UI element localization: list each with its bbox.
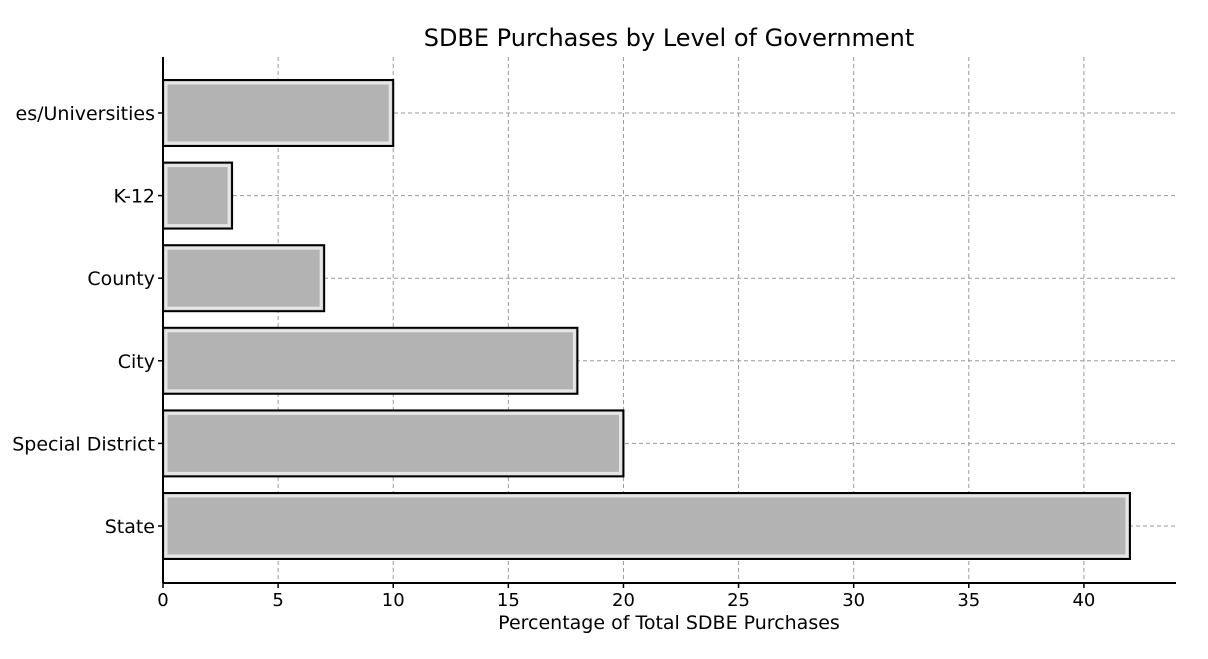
y-tick-label: es/Universities [16,103,155,125]
bar [162,326,579,395]
bar-inner-highlight [164,81,392,145]
x-tick-label: 35 [957,590,980,611]
bar [162,492,1131,560]
bars [162,79,1131,560]
bar [162,161,234,230]
y-tick-label: Special District [12,433,155,455]
bar-fill [163,80,394,146]
bar-fill [163,493,1130,559]
x-tick-label: 40 [1072,590,1095,611]
x-tick-label: 30 [842,590,865,611]
bar-inner-highlight [164,246,323,310]
bar [162,79,395,147]
x-axis-label: Percentage of Total SDBE Purchases [498,612,840,634]
x-tick-label: 15 [497,590,520,611]
y-tick-label: County [87,268,155,290]
bar-fill [163,327,578,394]
x-tick-label: 10 [382,590,405,611]
x-tick-label: 25 [727,590,750,611]
bar-fill [163,162,233,229]
x-tick-label: 5 [272,590,283,611]
y-ticks: State Special District City County K-12 es/Un… [12,103,163,538]
bar-inner-highlight [164,411,622,475]
y-tick-label: K-12 [114,186,156,208]
y-tick-label: State [105,516,155,538]
bar-fill [163,245,325,312]
x-tick-label: 20 [612,590,635,611]
x-tick-label: 0 [157,590,168,611]
chart-title: SDBE Purchases by Level of Government [424,24,915,52]
bar-inner-highlight [164,164,231,228]
bar-inner-highlight [164,494,1129,558]
bar-fill [163,410,624,477]
axes [162,57,1176,584]
bar [162,244,326,313]
y-tick-label: City [118,351,155,373]
x-ticks: 0 5 10 15 20 25 30 35 40 [157,583,1095,611]
bar-inner-highlight [164,329,576,393]
bar [162,409,625,478]
